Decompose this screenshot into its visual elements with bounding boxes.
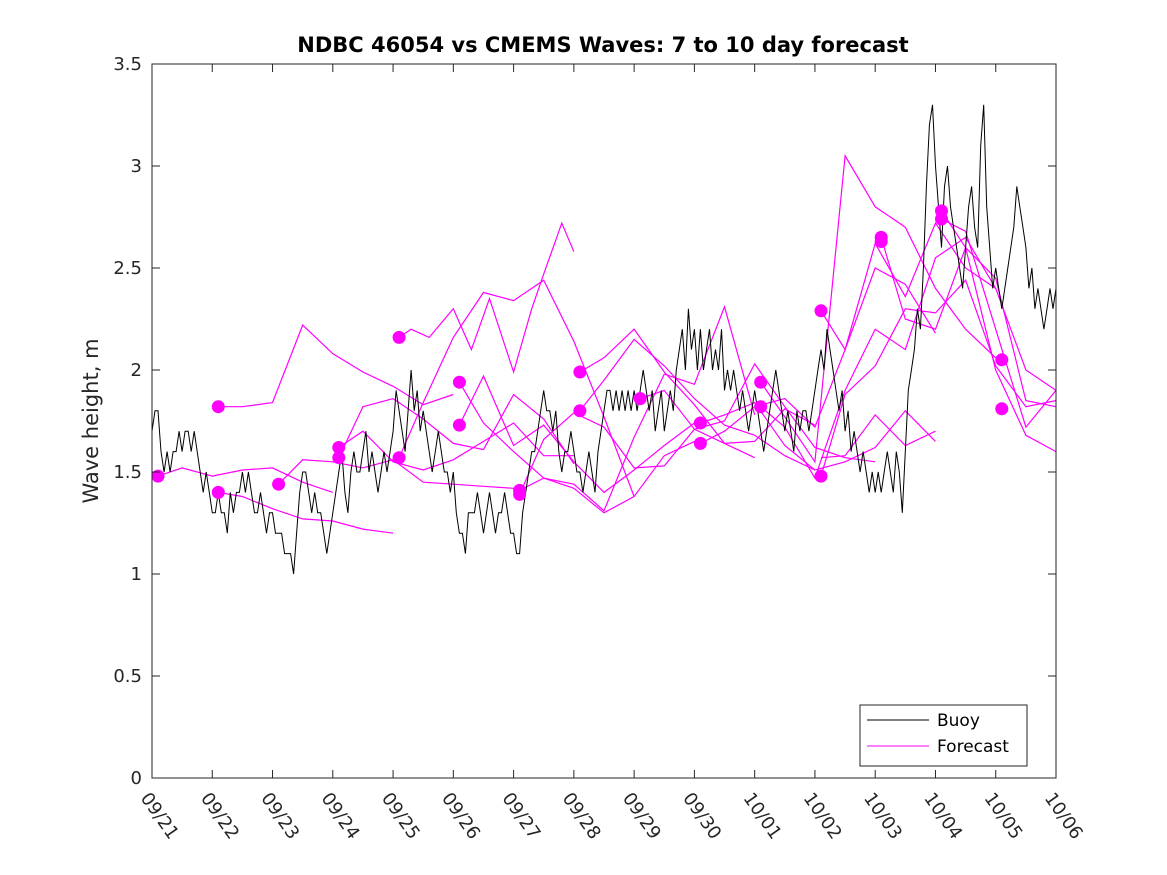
legend: Buoy Forecast	[859, 704, 1028, 767]
forecast-marker	[392, 330, 406, 344]
forecast-marker	[392, 451, 406, 465]
x-tick-label: 09/24	[317, 789, 364, 844]
forecast-line	[458, 381, 695, 514]
x-tick-label: 09/28	[558, 789, 605, 844]
forecast-line	[579, 338, 816, 471]
forecast-marker	[332, 441, 346, 454]
forecast-marker	[211, 485, 225, 499]
forecast-line	[760, 153, 997, 464]
y-axis-label: Wave height, m	[79, 338, 103, 503]
x-tick-label: 10/06	[1040, 789, 1087, 844]
plot-frame	[151, 63, 1057, 779]
x-tick-label: 09/29	[618, 789, 665, 844]
forecast-marker	[814, 304, 828, 318]
x-tick-label: 10/05	[980, 789, 1027, 844]
forecast-line	[338, 422, 574, 471]
forecast-line	[880, 237, 1057, 408]
forecast-marker	[452, 418, 466, 432]
forecast-marker	[754, 375, 768, 389]
forecast-marker	[693, 416, 707, 430]
plot-area	[151, 104, 1057, 575]
forecast-marker	[332, 451, 346, 465]
forecast-marker	[995, 402, 1009, 416]
forecast-marker	[573, 365, 587, 379]
x-tick-label: 10/03	[859, 789, 906, 844]
forecast-line	[398, 221, 575, 375]
chart-title: NDBC 46054 vs CMEMS Waves: 7 to 10 day f…	[297, 33, 908, 57]
forecast-line	[458, 374, 695, 494]
x-tick-label: 09/26	[437, 789, 484, 844]
x-tick-label: 09/30	[678, 789, 725, 844]
forecast-line	[940, 210, 1057, 453]
forecast-line	[519, 412, 755, 495]
legend-box	[859, 704, 1028, 767]
forecast-line	[157, 467, 333, 493]
x-tick-label: 10/02	[799, 789, 846, 844]
forecast-marker	[151, 469, 165, 483]
forecast-marker	[935, 212, 948, 226]
y-tick-label: 1	[131, 564, 142, 585]
forecast-marker	[272, 477, 286, 491]
y-tick-label: 2.5	[113, 258, 142, 279]
forecast-marker	[874, 235, 888, 248]
forecast-marker	[211, 400, 225, 414]
forecast-line	[398, 279, 635, 497]
x-tick-label: 09/21	[136, 789, 183, 844]
forecast-line	[700, 401, 936, 471]
forecast-line	[338, 393, 575, 465]
forecast-line	[218, 491, 394, 534]
y-tick-label: 2	[131, 360, 142, 381]
x-tick-label: 09/25	[377, 789, 424, 844]
y-tick-label: 1.5	[113, 462, 142, 483]
forecast-marker	[633, 392, 647, 406]
forecast-marker	[754, 400, 768, 414]
y-axis: 0 0.5 1 1.5 2 2.5 3 3.5	[113, 54, 1056, 789]
forecast-line	[820, 221, 1057, 391]
x-tick-label: 09/22	[196, 789, 243, 844]
forecast-marker	[995, 353, 1009, 367]
x-tick-label: 10/04	[919, 789, 966, 844]
y-tick-label: 0.5	[113, 666, 142, 687]
forecast-line	[941, 218, 1057, 429]
buoy-line	[151, 104, 1057, 575]
forecast-marker	[693, 436, 707, 450]
legend-buoy-label: Buoy	[937, 711, 980, 731]
forecast-line	[820, 413, 936, 459]
y-tick-label: 0	[131, 768, 142, 789]
x-tick-label: 09/27	[498, 789, 545, 844]
forecast-marker	[452, 375, 466, 389]
y-tick-label: 3	[131, 156, 142, 177]
x-tick-label: 10/01	[739, 789, 786, 844]
forecast-line	[218, 324, 454, 408]
forecast-line	[579, 328, 816, 445]
y-tick-label: 3.5	[113, 54, 142, 75]
x-tick-label: 09/23	[256, 789, 303, 844]
forecast-line	[278, 459, 514, 489]
legend-forecast-label: Forecast	[937, 737, 1009, 757]
forecast-marker	[814, 469, 828, 483]
forecast-marker	[573, 404, 587, 418]
forecast-line	[519, 304, 756, 512]
forecast-marker	[513, 487, 527, 501]
